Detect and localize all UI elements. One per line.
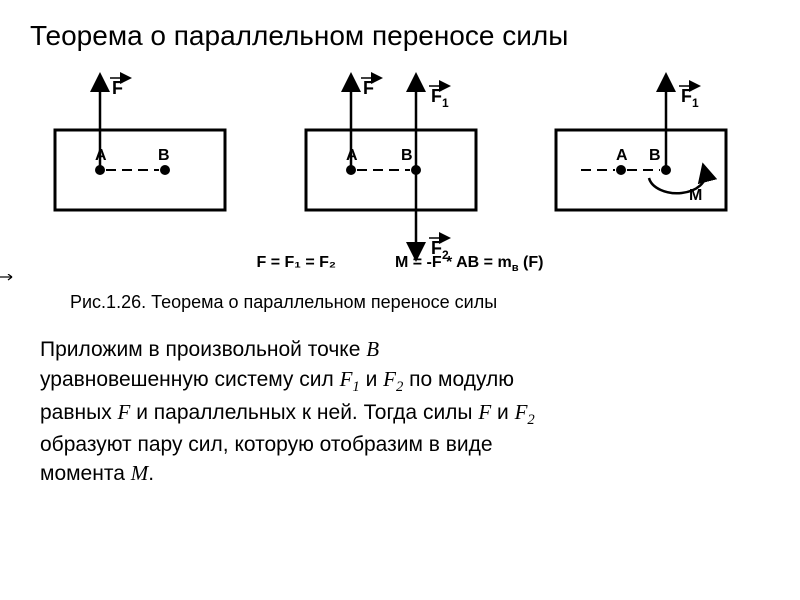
diagram-3: A B F1 M bbox=[531, 70, 770, 250]
label-A3: A bbox=[616, 147, 628, 164]
label-F1-d2: F1 bbox=[431, 86, 449, 110]
label-F-d2: F bbox=[363, 78, 374, 98]
page-title: Теорема о параллельном переносе силы bbox=[30, 20, 770, 52]
diagram-row: A B F A B F bbox=[30, 70, 770, 250]
label-F2-d2: F2 bbox=[431, 238, 449, 262]
body-text: Приложим в произвольной точке B уравнове… bbox=[40, 335, 760, 488]
label-F: F bbox=[112, 78, 123, 98]
figure-caption: Рис.1.26. Теорема о параллельном перенос… bbox=[70, 292, 770, 313]
label-B: B bbox=[158, 147, 170, 164]
label-F1-d3: F1 bbox=[681, 86, 699, 110]
label-B2: B bbox=[401, 147, 413, 164]
diagram-2: A B F F1 F2 bbox=[281, 70, 520, 250]
diagram-1: A B F bbox=[30, 70, 269, 250]
label-M: M bbox=[689, 187, 702, 204]
label-B3: B bbox=[649, 147, 661, 164]
